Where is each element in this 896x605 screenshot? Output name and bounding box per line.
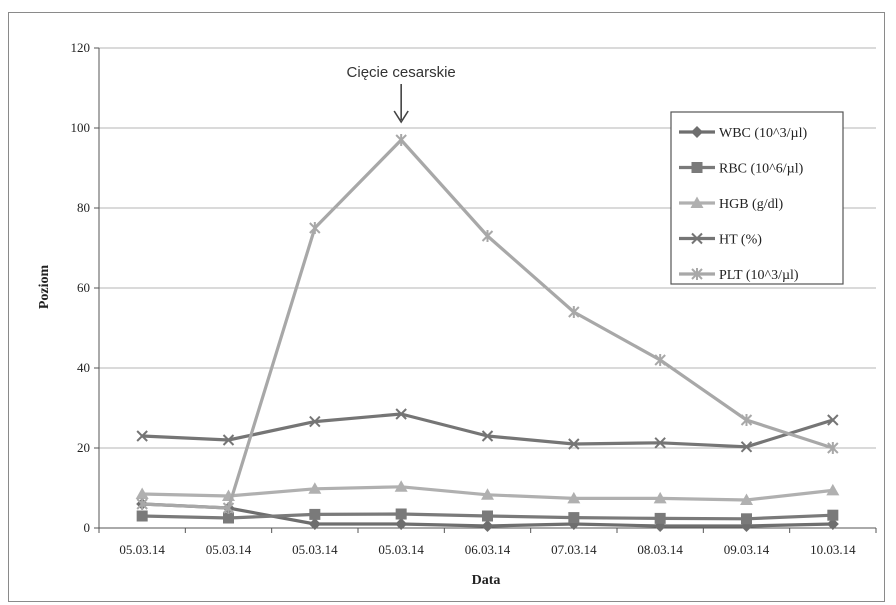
x-tick-label-1: 05.03.14 <box>206 542 252 557</box>
data-point-1-5 <box>568 512 580 524</box>
data-point-1-4 <box>482 510 493 522</box>
legend-label-3: HT (%) <box>719 233 762 248</box>
y-tick-label-40: 40 <box>77 360 90 375</box>
y-tick-labels: 0 20 40 60 80 100 120 <box>71 40 91 535</box>
data-point-4-1 <box>222 502 235 514</box>
x-tick-label-6: 08.03.14 <box>637 542 683 557</box>
data-point-1-0 <box>136 510 148 522</box>
data-point-0-2 <box>308 518 321 530</box>
legend-entry-4: PLT (10^3/µl) <box>679 268 799 283</box>
data-point-3-3 <box>395 408 407 420</box>
data-point-1-8 <box>827 509 839 521</box>
data-point-4-2 <box>309 222 321 234</box>
legend-label-0: WBC (10^3/µl) <box>719 126 807 141</box>
annotation-text: Cięcie cesarskie <box>347 64 456 81</box>
legend-marker-1 <box>691 162 703 173</box>
data-point-2-4 <box>481 488 494 500</box>
data-point-2-3 <box>394 480 408 492</box>
legend-marker-2 <box>690 196 704 208</box>
data-point-0-8 <box>826 518 839 530</box>
x-tick-labels: 05.03.14 05.03.14 05.03.14 05.03.14 06.03.14… <box>119 542 856 557</box>
data-point-0-4 <box>481 520 494 532</box>
series-lines <box>135 134 840 532</box>
x-tick-label-0: 05.03.14 <box>119 542 165 557</box>
annotation-arrow-head <box>393 110 409 124</box>
y-tick-label-60: 60 <box>77 280 90 295</box>
data-point-3-2 <box>309 415 321 428</box>
data-point-2-7 <box>740 493 753 505</box>
x-tick-label-5: 07.03.14 <box>551 542 597 557</box>
data-point-3-0 <box>136 430 148 442</box>
y-tick-label-20: 20 <box>77 440 90 455</box>
x-tick-label-3: 05.03.14 <box>378 542 424 557</box>
y-tick-label-0: 0 <box>84 520 91 535</box>
x-tick-label-4: 06.03.14 <box>465 542 511 557</box>
data-point-4-6 <box>654 354 666 366</box>
data-point-3-8 <box>827 414 839 426</box>
data-point-2-0 <box>135 487 149 499</box>
x-tick-label-7: 09.03.14 <box>724 542 770 557</box>
legend-entry-2: HGB (g/dl) <box>679 196 784 212</box>
data-point-0-3 <box>395 518 408 530</box>
data-point-4-3 <box>395 134 407 146</box>
legend-entry-3: HT (%) <box>679 233 762 248</box>
data-point-3-7 <box>740 441 753 453</box>
series-1 <box>136 508 839 525</box>
legend-label-4: PLT (10^3/µl) <box>719 268 799 283</box>
legend-entry-1: RBC (10^6/µl) <box>679 162 804 177</box>
annotation: Cięcie cesarskie <box>347 64 456 124</box>
legend-entry-0: WBC (10^3/µl) <box>679 126 807 141</box>
legend-marker-3 <box>691 232 703 245</box>
data-point-4-5 <box>568 306 580 318</box>
legend-marker-4 <box>691 268 703 280</box>
y-tick-label-100: 100 <box>71 120 91 135</box>
x-axis-title: Data <box>472 573 501 588</box>
data-point-2-8 <box>826 483 840 496</box>
data-point-3-6 <box>654 437 666 449</box>
legend-box <box>670 111 844 285</box>
legend: WBC (10^3/µl) RBC (10^6/µl) HGB (g/dl) HT (… <box>670 111 844 285</box>
y-axis-title: Poziom <box>37 265 52 310</box>
data-point-4-7 <box>740 414 753 426</box>
legend-marker-0 <box>691 126 703 138</box>
x-tick-label-8: 10.03.14 <box>810 542 856 557</box>
data-point-4-4 <box>481 230 494 242</box>
series-2 <box>135 480 840 505</box>
series-4 <box>136 134 839 514</box>
series-3 <box>136 408 839 453</box>
data-point-2-6 <box>653 491 667 504</box>
y-tick-label-120: 120 <box>71 40 91 55</box>
y-tick-label-80: 80 <box>77 200 90 215</box>
data-point-3-1 <box>222 434 235 446</box>
data-point-1-7 <box>741 513 752 525</box>
data-point-2-5 <box>567 491 581 504</box>
data-point-1-3 <box>395 508 407 520</box>
series-line-3 <box>142 412 834 449</box>
data-point-4-8 <box>827 442 839 454</box>
data-point-4-0 <box>136 498 148 510</box>
data-point-1-2 <box>309 508 321 520</box>
data-point-3-5 <box>568 438 580 450</box>
data-point-1-1 <box>223 512 234 524</box>
data-point-2-2 <box>308 482 322 494</box>
data-point-3-4 <box>481 430 494 442</box>
legend-label-2: HGB (g/dl) <box>719 197 784 212</box>
data-point-1-6 <box>654 512 666 524</box>
x-tick-label-2: 05.03.14 <box>292 542 338 557</box>
legend-label-1: RBC (10^6/µl) <box>719 162 804 177</box>
